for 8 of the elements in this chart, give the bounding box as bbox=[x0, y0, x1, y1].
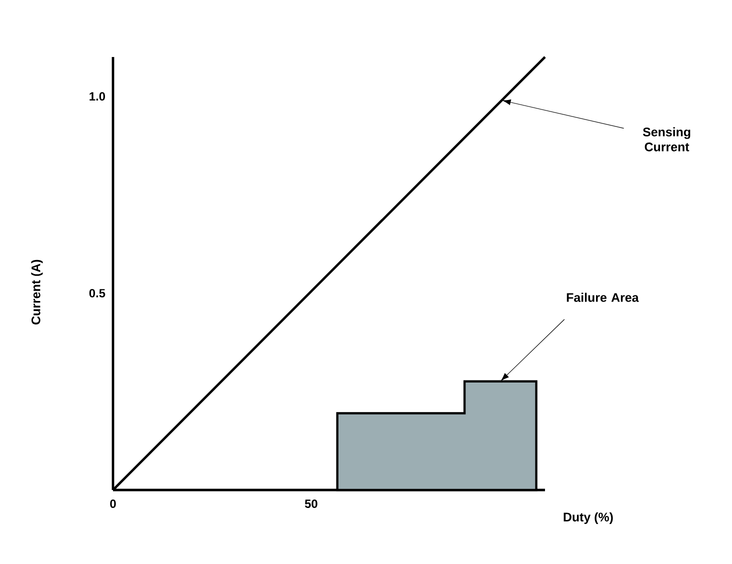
x-tick-label: 0 bbox=[110, 500, 116, 508]
y-axis-title: Current (A) bbox=[31, 260, 43, 324]
y-tick-label: 1.0 bbox=[90, 92, 106, 101]
x-tick-label: 50 bbox=[304, 500, 318, 508]
y-tick-label: 0.5 bbox=[89, 288, 106, 298]
text: Sensing Current bbox=[642, 127, 690, 152]
text: Failure Area bbox=[566, 292, 639, 302]
x-axis-title: Duty (%) bbox=[564, 512, 613, 524]
